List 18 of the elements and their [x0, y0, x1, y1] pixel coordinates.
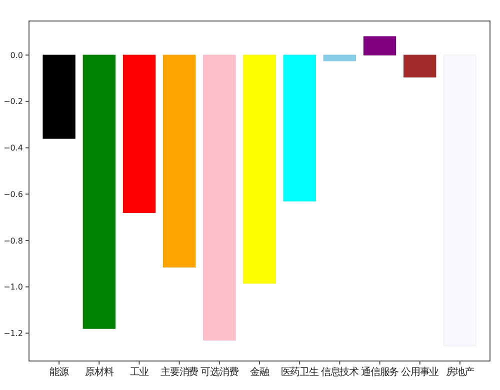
- x-tick-label: 房地产: [446, 366, 475, 378]
- y-tick-label: −0.4: [4, 144, 23, 153]
- x-tick-label: 公用事业: [401, 366, 440, 378]
- x-tick-label: 原材料: [85, 366, 114, 378]
- x-tick-label: 能源: [50, 366, 70, 378]
- x-tick-label: 可选消费: [200, 366, 239, 378]
- y-tick-label: 0.0: [10, 50, 23, 60]
- y-tick-label: −0.2: [4, 97, 23, 106]
- x-tick-label: 主要消费: [160, 366, 199, 378]
- x-tick-label: 工业: [130, 366, 150, 378]
- x-tick-label: 金融: [250, 366, 270, 378]
- y-tick-label: −0.6: [4, 190, 23, 199]
- x-tick-label: 信息技术: [320, 366, 360, 378]
- x-tick-label: 医药卫生: [280, 366, 319, 378]
- y-tick-label: −1.2: [4, 328, 23, 338]
- y-tick-label: −0.8: [4, 236, 23, 246]
- x-tick-label: 通信服务: [360, 366, 400, 378]
- y-tick-label: −1.0: [4, 282, 23, 292]
